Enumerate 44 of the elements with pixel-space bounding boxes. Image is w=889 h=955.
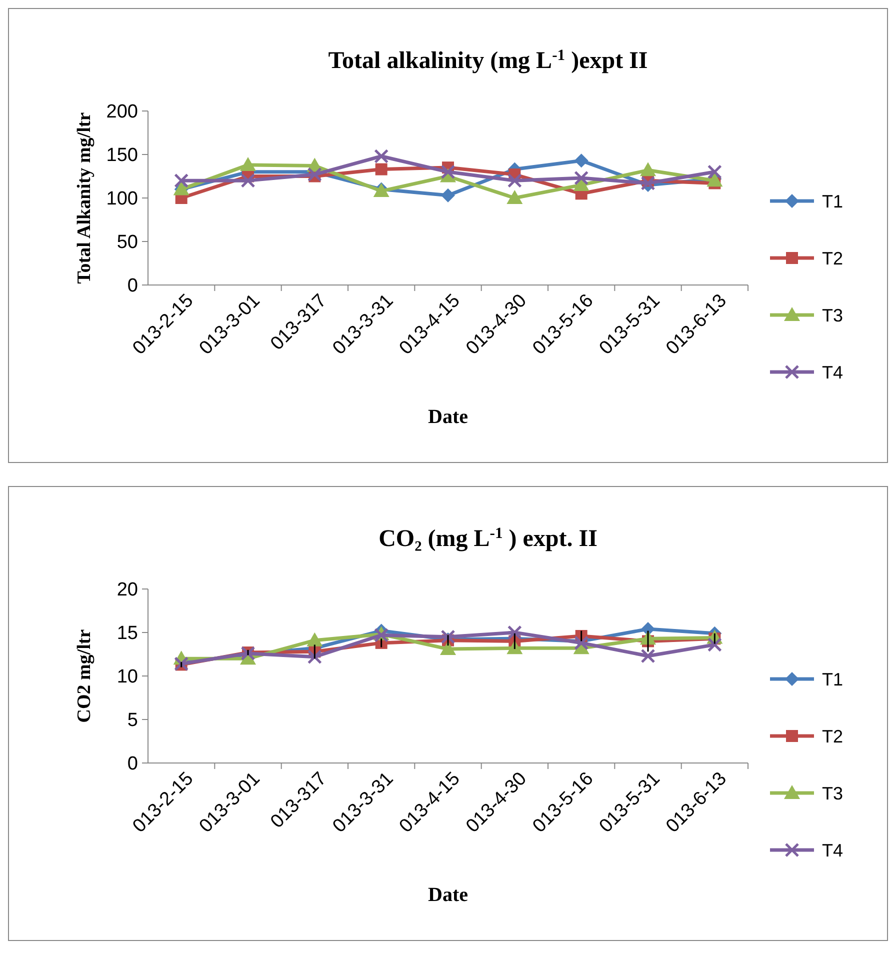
legend-label: T2 [822, 726, 844, 746]
y-tick-label: 0 [127, 276, 138, 297]
point [441, 188, 455, 202]
chart-title: Total alkalinity (mg L$^{-1}$ )expt II [328, 46, 648, 74]
legend-label: T4 [822, 840, 844, 860]
point [240, 173, 256, 188]
x-axis-title: Date [428, 406, 468, 428]
point [307, 650, 322, 664]
legend-label: T1 [822, 669, 844, 690]
point [374, 148, 389, 164]
x-axis-title: Date [428, 884, 468, 906]
point [640, 162, 656, 176]
point [375, 163, 388, 176]
point [574, 154, 588, 168]
point [507, 173, 522, 188]
point [306, 632, 323, 646]
point [240, 156, 256, 171]
point [574, 170, 589, 186]
point [707, 637, 722, 652]
point [507, 625, 522, 640]
legend-label: T1 [822, 191, 844, 212]
legend-label: T2 [822, 248, 844, 268]
y-tick-label: 15 [116, 623, 138, 644]
point [707, 164, 722, 180]
chart-title: CO₂ (mg L$^{-1}$ ) expt. II [378, 524, 598, 552]
y-tick-label: 200 [106, 102, 138, 123]
y-tick-label: 20 [116, 580, 138, 601]
y-tick-label: 150 [106, 145, 138, 166]
y-tick-label: 0 [127, 754, 138, 775]
point [440, 641, 456, 656]
y-tick-label: 5 [127, 710, 138, 732]
legend-label: T4 [822, 362, 844, 382]
y-axis-title: CO2 mg/ltr [74, 628, 95, 723]
y-tick-label: 10 [116, 666, 138, 688]
point [506, 190, 523, 204]
legend-label: T3 [822, 305, 844, 326]
point [640, 648, 656, 664]
y-axis-title: Total Alkanity mg/ltr [74, 112, 95, 284]
point [440, 164, 456, 180]
y-tick-label: 100 [106, 188, 138, 210]
point [307, 167, 322, 182]
y-tick-label: 50 [116, 232, 138, 254]
legend-label: T3 [822, 783, 844, 804]
point [174, 173, 189, 188]
